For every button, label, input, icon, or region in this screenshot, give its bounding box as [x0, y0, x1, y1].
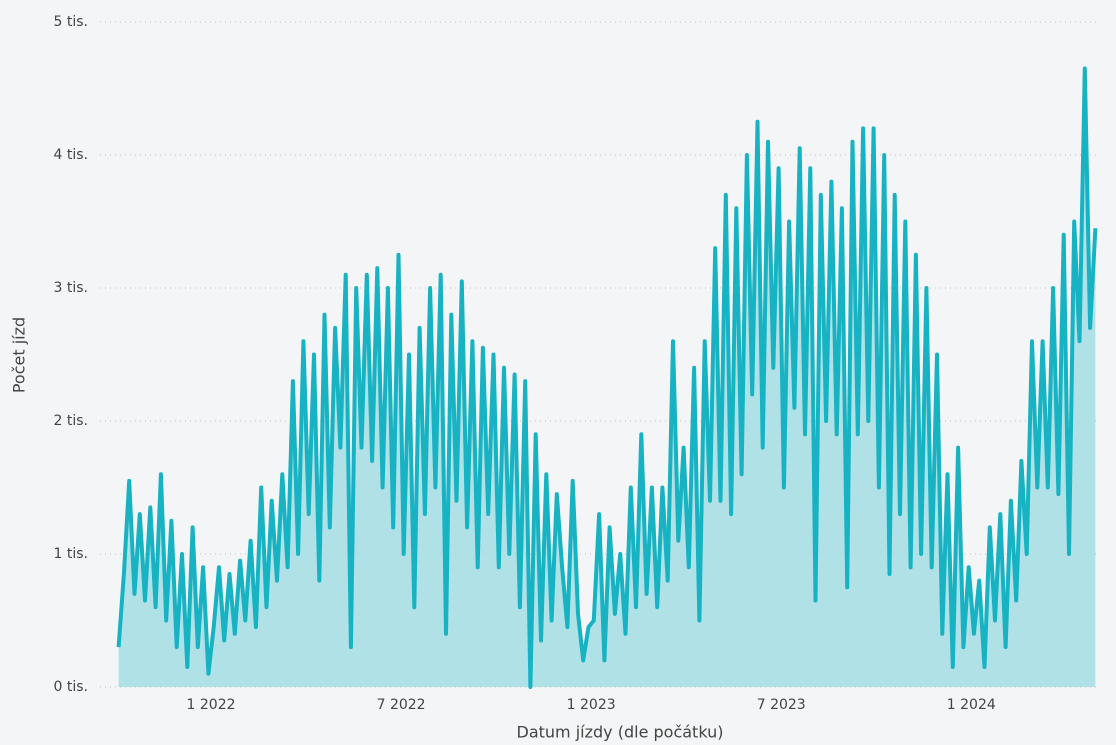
- y-tick-label: 3 tis.: [54, 280, 88, 296]
- line: [119, 69, 1096, 688]
- y-tick-label: 1 tis.: [54, 546, 88, 562]
- x-tick-label: 7 2023: [757, 697, 806, 713]
- x-tick-label: 1 2023: [567, 697, 616, 713]
- y-tick-label: 4 tis.: [54, 147, 88, 163]
- y-tick-label: 0 tis.: [54, 679, 88, 695]
- y-tick-label: 5 tis.: [54, 14, 88, 30]
- y-axis-title: Počet jízd: [10, 317, 29, 393]
- x-axis-title: Datum jízdy (dle počátku): [517, 723, 724, 742]
- x-tick-label: 1 2024: [947, 697, 996, 713]
- x-tick-label: 7 2022: [377, 697, 426, 713]
- x-tick-label: 1 2022: [187, 697, 236, 713]
- y-tick-label: 2 tis.: [54, 413, 88, 429]
- chart: Datum jízdy (dle počátku) Počet jízd 0 t…: [0, 0, 1116, 745]
